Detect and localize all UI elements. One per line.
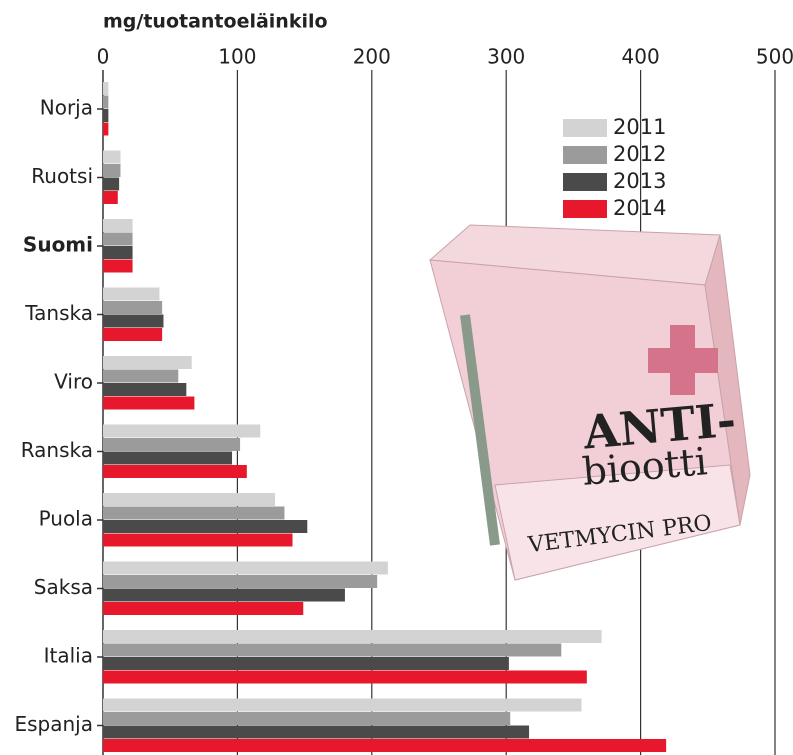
bar xyxy=(103,507,284,520)
bar xyxy=(103,178,119,191)
x-tick-label: 300 xyxy=(487,45,525,69)
bar xyxy=(103,246,133,259)
bar xyxy=(103,328,162,341)
legend-swatch xyxy=(563,173,607,191)
bar xyxy=(103,123,108,136)
bar xyxy=(103,562,388,575)
bar xyxy=(103,315,163,328)
bar xyxy=(103,671,587,684)
x-tick-label: 0 xyxy=(97,45,110,69)
bar xyxy=(103,699,581,712)
bar xyxy=(103,644,561,657)
y-tick-label: Ruotsi xyxy=(31,164,93,188)
x-tick-label: 200 xyxy=(353,45,391,69)
bar xyxy=(103,151,120,164)
bar xyxy=(103,657,509,670)
bar xyxy=(103,370,178,383)
legend-swatch xyxy=(563,200,607,218)
bar xyxy=(103,109,108,122)
bar xyxy=(103,602,303,615)
x-tick-label: 500 xyxy=(756,45,793,69)
bar xyxy=(103,191,118,204)
bar xyxy=(103,465,247,478)
bar xyxy=(103,397,194,410)
bar xyxy=(103,288,159,301)
bar xyxy=(103,630,602,643)
y-tick-label: Ranska xyxy=(21,438,93,462)
bar xyxy=(103,712,510,725)
bar xyxy=(103,301,162,314)
legend-label: 2011 xyxy=(613,115,666,139)
bar xyxy=(103,425,260,438)
x-tick-label: 400 xyxy=(622,45,660,69)
legend-swatch xyxy=(563,146,607,164)
y-tick-label: Saksa xyxy=(34,575,93,599)
y-tick-label: Viro xyxy=(54,370,93,394)
bar xyxy=(103,82,108,95)
bar xyxy=(103,260,133,273)
y-tick-label: Italia xyxy=(44,644,93,668)
y-tick-label: Suomi xyxy=(23,233,93,257)
bar xyxy=(103,589,345,602)
legend-label: 2014 xyxy=(613,196,666,220)
illustration: ANTI- biootti VETMYCIN PRO xyxy=(430,225,750,580)
legend-label: 2013 xyxy=(613,169,666,193)
bar xyxy=(103,219,133,232)
chart: mg/tuotantoeläinkilo 0 100 200 300 400 500 Nor… xyxy=(0,0,793,755)
bar xyxy=(103,575,377,588)
x-tick-label: 100 xyxy=(218,45,256,69)
legend-swatch xyxy=(563,119,607,137)
cross xyxy=(648,348,718,373)
bar xyxy=(103,233,133,246)
bar xyxy=(103,493,275,506)
y-tick-label: Espanja xyxy=(15,712,94,736)
bar xyxy=(103,739,666,752)
legend-label: 2012 xyxy=(613,142,666,166)
bar xyxy=(103,438,240,451)
legend: 2011 2012 2013 2014 xyxy=(563,115,666,220)
bar xyxy=(103,356,192,369)
bar xyxy=(103,520,307,533)
y-tick-label: Tanska xyxy=(24,301,93,325)
bar xyxy=(103,164,120,177)
bar xyxy=(103,96,108,109)
y-tick-label: Norja xyxy=(40,96,93,120)
bar xyxy=(103,534,293,547)
bar xyxy=(103,726,529,739)
bar xyxy=(103,383,186,396)
bar xyxy=(103,452,232,465)
axis-title: mg/tuotantoeläinkilo xyxy=(103,11,328,33)
y-tick-label: Puola xyxy=(39,507,93,531)
